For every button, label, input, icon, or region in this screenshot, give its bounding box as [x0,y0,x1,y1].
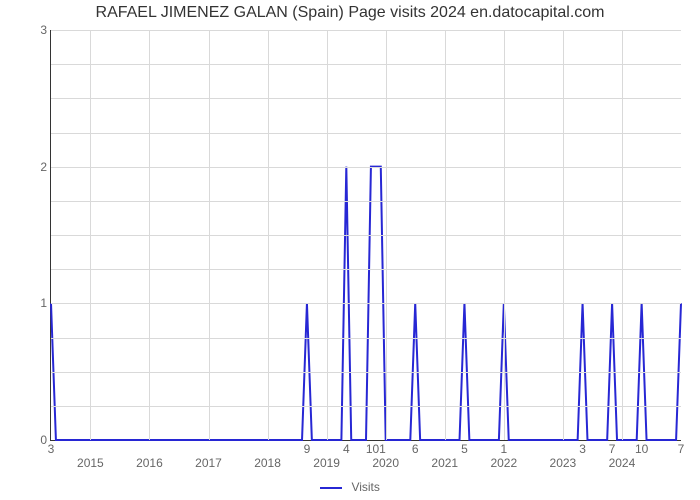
vgrid-line [622,30,623,440]
vgrid-line [386,30,387,440]
legend: Visits [0,480,700,494]
hgrid-line [51,30,681,31]
x-value-label: 5 [461,442,468,456]
x-year-label: 2022 [490,456,517,470]
hgrid-line [51,133,681,134]
x-year-label: 2018 [254,456,281,470]
vgrid-line [563,30,564,440]
hgrid-line [51,338,681,339]
x-year-label: 2020 [372,456,399,470]
x-value-label: 3 [579,442,586,456]
hgrid-line [51,98,681,99]
vgrid-line [209,30,210,440]
hgrid-line [51,235,681,236]
x-value-label: 6 [412,442,419,456]
hgrid-line [51,64,681,65]
vgrid-line [90,30,91,440]
x-value-label: 101 [366,442,386,456]
y-tick-label: 0 [29,433,47,447]
vgrid-line [445,30,446,440]
x-year-label: 2021 [431,456,458,470]
x-value-label: 7 [678,442,685,456]
hgrid-line [51,167,681,168]
x-value-label: 10 [635,442,648,456]
y-tick-label: 3 [29,23,47,37]
x-year-label: 2019 [313,456,340,470]
hgrid-line [51,201,681,202]
hgrid-line [51,303,681,304]
x-value-label: 3 [48,442,55,456]
vgrid-line [149,30,150,440]
chart-title: RAFAEL JIMENEZ GALAN (Spain) Page visits… [0,4,700,22]
x-year-label: 2015 [77,456,104,470]
x-year-label: 2024 [609,456,636,470]
y-tick-label: 1 [29,296,47,310]
vgrid-line [504,30,505,440]
hgrid-line [51,372,681,373]
chart-container: RAFAEL JIMENEZ GALAN (Spain) Page visits… [0,0,700,500]
y-tick-label: 2 [29,160,47,174]
legend-swatch [320,487,342,489]
x-year-label: 2017 [195,456,222,470]
x-year-label: 2016 [136,456,163,470]
x-value-label: 4 [343,442,350,456]
x-value-label: 9 [304,442,311,456]
vgrid-line [268,30,269,440]
x-year-label: 2023 [550,456,577,470]
hgrid-line [51,269,681,270]
hgrid-line [51,406,681,407]
x-value-label: 7 [609,442,616,456]
plot-area: 0123201520162017201820192020202120222023… [50,30,681,441]
legend-label: Visits [351,480,379,494]
x-value-label: 1 [500,442,507,456]
vgrid-line [327,30,328,440]
